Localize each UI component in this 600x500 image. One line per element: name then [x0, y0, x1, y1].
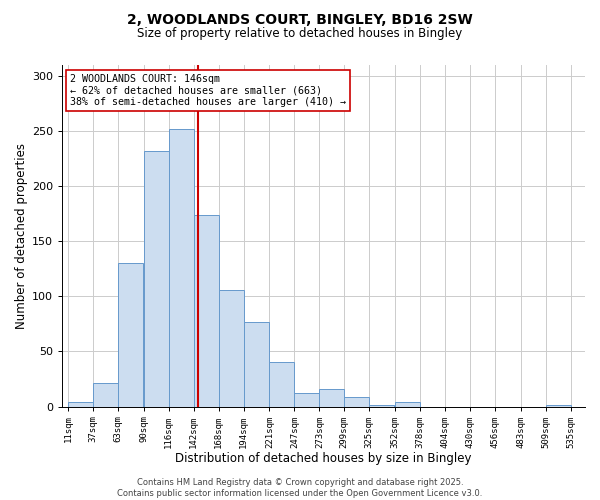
Y-axis label: Number of detached properties: Number of detached properties [15, 143, 28, 329]
Bar [194, 215, 218, 406]
Bar [144, 151, 169, 406]
Bar [169, 129, 194, 406]
Bar [118, 264, 143, 406]
Text: Size of property relative to detached houses in Bingley: Size of property relative to detached ho… [137, 28, 463, 40]
Bar [295, 394, 319, 406]
Bar [244, 322, 269, 406]
Bar [344, 396, 369, 406]
X-axis label: Distribution of detached houses by size in Bingley: Distribution of detached houses by size … [175, 452, 472, 465]
Text: 2 WOODLANDS COURT: 146sqm
← 62% of detached houses are smaller (663)
38% of semi: 2 WOODLANDS COURT: 146sqm ← 62% of detac… [70, 74, 346, 106]
Bar [68, 402, 93, 406]
Bar [319, 389, 344, 406]
Text: 2, WOODLANDS COURT, BINGLEY, BD16 2SW: 2, WOODLANDS COURT, BINGLEY, BD16 2SW [127, 12, 473, 26]
Bar [269, 362, 295, 406]
Bar [93, 384, 118, 406]
Text: Contains HM Land Registry data © Crown copyright and database right 2025.
Contai: Contains HM Land Registry data © Crown c… [118, 478, 482, 498]
Bar [218, 290, 244, 406]
Bar [395, 402, 420, 406]
